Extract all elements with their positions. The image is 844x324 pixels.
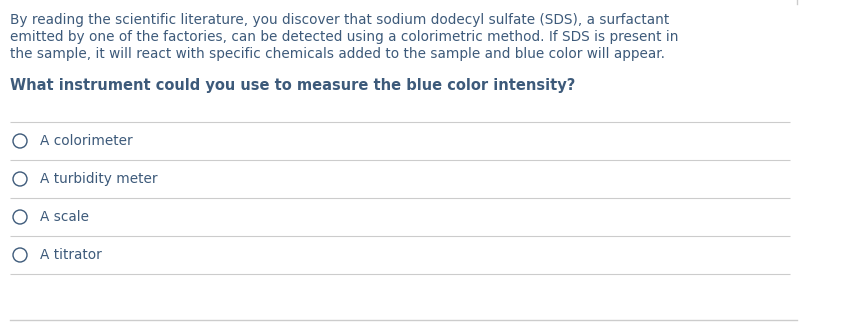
Text: A colorimeter: A colorimeter <box>40 134 133 148</box>
Text: A scale: A scale <box>40 210 89 224</box>
Text: the sample, it will react with specific chemicals added to the sample and blue c: the sample, it will react with specific … <box>10 47 664 62</box>
Text: By reading the scientific literature, you discover that sodium dodecyl sulfate (: By reading the scientific literature, yo… <box>10 14 668 28</box>
Text: emitted by one of the factories, can be detected using a colorimetric method. If: emitted by one of the factories, can be … <box>10 30 678 44</box>
Text: A turbidity meter: A turbidity meter <box>40 172 157 186</box>
Text: What instrument could you use to measure the blue color intensity?: What instrument could you use to measure… <box>10 78 575 93</box>
Text: A titrator: A titrator <box>40 248 101 262</box>
